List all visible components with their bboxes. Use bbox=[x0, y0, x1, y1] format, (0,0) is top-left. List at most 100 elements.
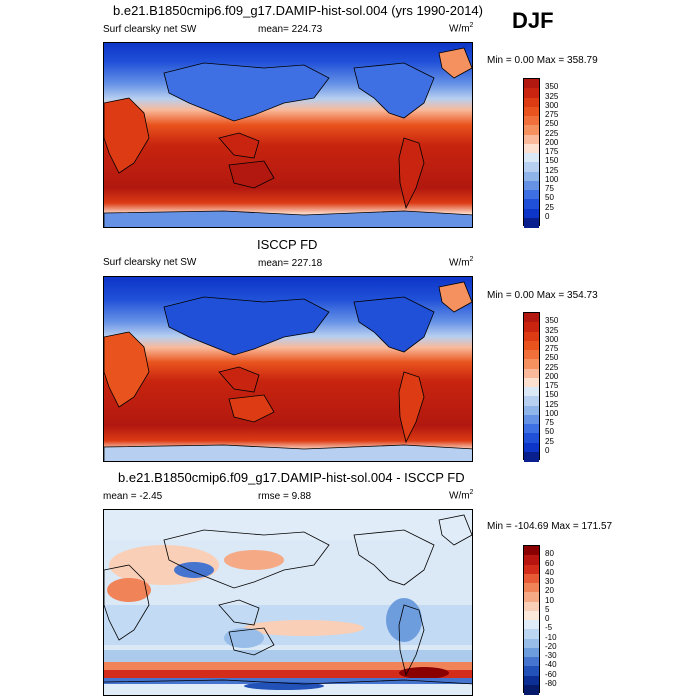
colorbar-tick-label: 10 bbox=[545, 595, 554, 605]
colorbar-tick-label: 225 bbox=[545, 128, 559, 138]
colorbar-swatch bbox=[524, 97, 539, 108]
colorbar-tick-label: 30 bbox=[545, 577, 554, 586]
colorbar-tick-label: 100 bbox=[545, 174, 559, 184]
colorbar-swatch bbox=[524, 88, 539, 98]
colorbar-swatch bbox=[524, 331, 539, 342]
colorbar-tick-label: 150 bbox=[545, 390, 559, 400]
panel1-minmax: Min = 0.00 Max = 358.79 bbox=[487, 55, 598, 66]
colorbar-swatch bbox=[524, 675, 539, 686]
panel2-title: ISCCP FD bbox=[257, 237, 318, 252]
colorbar-swatch bbox=[524, 359, 539, 369]
colorbar-swatch bbox=[524, 79, 539, 89]
colorbar-tick-label: -60 bbox=[545, 669, 557, 679]
panel3-map-svg bbox=[104, 510, 472, 695]
colorbar-tick-label: 80 bbox=[545, 549, 554, 559]
panel1-unit-label: W/m2 bbox=[449, 22, 474, 35]
colorbar-tick-label: 175 bbox=[545, 381, 559, 390]
colorbar-tick-label: 150 bbox=[545, 156, 559, 166]
colorbar-swatch bbox=[524, 340, 539, 351]
colorbar-swatch bbox=[524, 638, 539, 649]
colorbar-tick-label: 225 bbox=[545, 362, 559, 372]
colorbar-tick-label: 200 bbox=[545, 371, 559, 381]
panel1-title: b.e21.B1850cmip6.f09_g17.DAMIP-hist-sol.… bbox=[113, 3, 483, 18]
colorbar-swatch bbox=[524, 555, 539, 565]
panel3-rmse-label: rmse = 9.88 bbox=[258, 491, 312, 502]
panel3-minmax: Min = -104.69 Max = 171.57 bbox=[487, 521, 613, 532]
panel1-colorbar bbox=[523, 78, 540, 228]
panel2-left-label: Surf clearsky net SW bbox=[103, 257, 197, 268]
panel1-map-svg bbox=[104, 43, 472, 227]
colorbar-swatch bbox=[524, 199, 539, 209]
colorbar-swatch bbox=[524, 629, 539, 639]
colorbar-swatch bbox=[524, 350, 539, 360]
panel2-minmax: Min = 0.00 Max = 354.73 bbox=[487, 290, 598, 301]
colorbar-tick-label: 60 bbox=[545, 558, 554, 568]
colorbar-swatch bbox=[524, 106, 539, 117]
colorbar-swatch bbox=[524, 190, 539, 200]
colorbar-tick-label: 275 bbox=[545, 110, 559, 119]
colorbar-tick-label: 275 bbox=[545, 344, 559, 353]
colorbar-swatch bbox=[524, 684, 539, 695]
panel3-mean-label: mean = -2.45 bbox=[103, 491, 163, 502]
colorbar-swatch bbox=[524, 451, 539, 462]
colorbar-tick-label: -80 bbox=[545, 678, 557, 688]
colorbar-swatch bbox=[524, 134, 539, 145]
colorbar-swatch bbox=[524, 433, 539, 443]
panel3-map bbox=[103, 509, 473, 696]
panel2-colorbar bbox=[523, 312, 540, 462]
panel2-map-svg bbox=[104, 277, 472, 461]
panel2-mean-label: mean= 227.18 bbox=[258, 258, 323, 269]
colorbar-swatch bbox=[524, 396, 539, 406]
colorbar-tick-label: 0 bbox=[545, 445, 550, 455]
colorbar-tick-label: 300 bbox=[545, 334, 559, 344]
panel1-map bbox=[103, 42, 473, 228]
panel3-colorbar bbox=[523, 545, 540, 695]
panel3-anomalies bbox=[104, 510, 472, 695]
colorbar-swatch bbox=[524, 322, 539, 332]
colorbar-swatch bbox=[524, 208, 539, 219]
colorbar-swatch bbox=[524, 601, 539, 612]
colorbar-swatch bbox=[524, 620, 539, 630]
colorbar-swatch bbox=[524, 153, 539, 163]
colorbar-swatch bbox=[524, 387, 539, 397]
colorbar-tick-label: 0 bbox=[545, 211, 550, 221]
colorbar-tick-label: 250 bbox=[545, 353, 559, 363]
colorbar-tick-label: 350 bbox=[545, 82, 559, 92]
colorbar-tick-label: 50 bbox=[545, 193, 554, 203]
colorbar-swatch bbox=[524, 546, 539, 556]
colorbar-tick-label: 75 bbox=[545, 184, 554, 193]
colorbar-swatch bbox=[524, 313, 539, 323]
colorbar-tick-label: -40 bbox=[545, 660, 557, 670]
colorbar-swatch bbox=[524, 368, 539, 379]
colorbar-tick-label: 350 bbox=[545, 316, 559, 326]
colorbar-swatch bbox=[524, 171, 539, 182]
panel2-unit-label: W/m2 bbox=[449, 256, 474, 269]
colorbar-swatch bbox=[524, 217, 539, 228]
colorbar-tick-label: -10 bbox=[545, 632, 557, 642]
colorbar-tick-label: -5 bbox=[545, 623, 553, 633]
colorbar-swatch bbox=[524, 162, 539, 172]
colorbar-swatch bbox=[524, 657, 539, 667]
colorbar-swatch bbox=[524, 143, 539, 154]
colorbar-swatch bbox=[524, 592, 539, 602]
colorbar-tick-label: 0 bbox=[545, 614, 550, 623]
panel2-map bbox=[103, 276, 473, 462]
colorbar-tick-label: 125 bbox=[545, 399, 559, 409]
panel1-mean-label: mean= 224.73 bbox=[258, 24, 323, 35]
colorbar-tick-label: -30 bbox=[545, 651, 557, 660]
colorbar-tick-label: -20 bbox=[545, 641, 557, 651]
colorbar-swatch bbox=[524, 414, 539, 425]
colorbar-swatch bbox=[524, 666, 539, 676]
colorbar-tick-label: 300 bbox=[545, 100, 559, 110]
colorbar-tick-label: 75 bbox=[545, 418, 554, 427]
colorbar-tick-label: 25 bbox=[545, 202, 554, 212]
colorbar-tick-label: 25 bbox=[545, 436, 554, 446]
colorbar-swatch bbox=[524, 647, 539, 658]
colorbar-tick-label: 175 bbox=[545, 147, 559, 156]
colorbar-tick-label: 40 bbox=[545, 567, 554, 577]
colorbar-swatch bbox=[524, 125, 539, 135]
colorbar-swatch bbox=[524, 573, 539, 584]
colorbar-swatch bbox=[524, 583, 539, 593]
colorbar-tick-label: 200 bbox=[545, 137, 559, 147]
season-label: DJF bbox=[512, 8, 554, 33]
